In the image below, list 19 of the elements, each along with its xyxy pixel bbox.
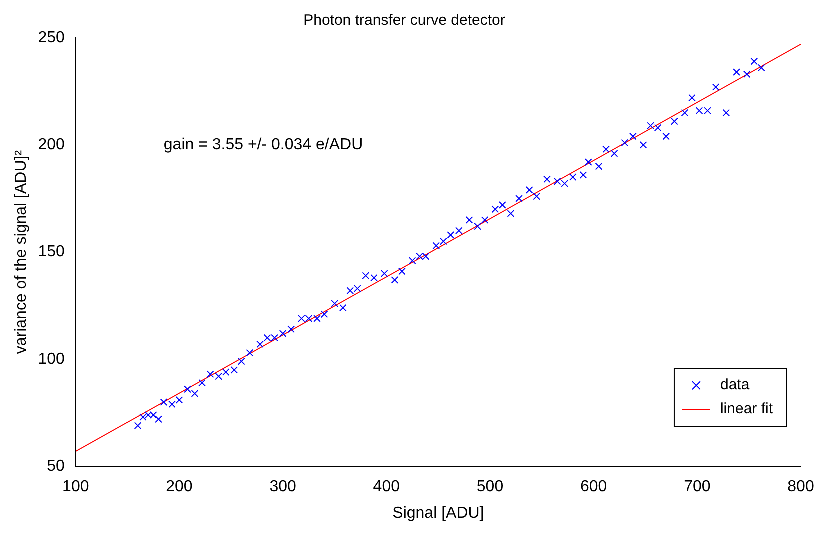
- y-axis-title: variance of the signal [ADU]²: [13, 150, 30, 354]
- y-tick-label: 150: [38, 244, 65, 261]
- x-tick-label: 300: [270, 478, 297, 496]
- x-tick-label: 200: [166, 478, 193, 496]
- x-tick-label: 800: [788, 478, 814, 496]
- y-tick-label: 50: [47, 458, 65, 476]
- x-tick-label: 600: [580, 478, 608, 496]
- annotation: gain = 3.55 +/- 0.034 e/ADU: [164, 136, 364, 154]
- chart-title: Photon transfer curve detector: [304, 12, 506, 30]
- y-tick-label: 100: [38, 350, 65, 368]
- x-axis-title: Signal [ADU]: [392, 504, 484, 522]
- x-tick-label: 100: [62, 478, 90, 496]
- x-tick-label: 700: [684, 478, 711, 496]
- y-tick-label: 200: [38, 136, 65, 154]
- legend-label: data: [720, 376, 750, 394]
- y-tick-label: 250: [38, 29, 65, 46]
- legend-label: linear fit: [720, 400, 774, 418]
- x-tick-label: 500: [476, 478, 504, 496]
- x-tick-label: 400: [373, 478, 400, 496]
